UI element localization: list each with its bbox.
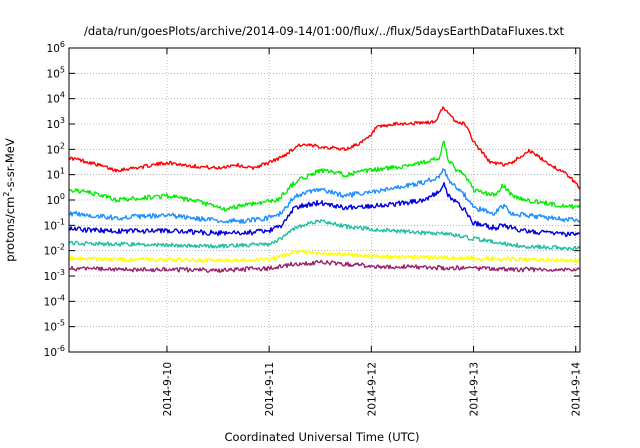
- y-tick-exponent: -1: [57, 217, 65, 226]
- flux-series-line-1: [68, 106, 581, 190]
- y-tick-exponent: -4: [57, 293, 65, 302]
- y-tick-base: 10: [47, 43, 60, 55]
- y-tick-base: 10: [47, 144, 60, 156]
- y-tick-base: 10: [47, 94, 60, 106]
- y-tick-base: 10: [44, 322, 57, 334]
- y-tick-base: 10: [47, 170, 60, 182]
- y-tick-exponent: 5: [60, 65, 65, 74]
- y-tick-base: 10: [47, 68, 60, 80]
- x-tick-label: 2014-9-12: [366, 362, 378, 416]
- y-tick-base: 10: [44, 296, 57, 308]
- y-axis-label: protons/cm2-s-sr-MeV: [2, 138, 17, 262]
- y-tick-exponent: -3: [57, 268, 65, 277]
- y-tick-base: 10: [44, 220, 57, 232]
- y-tick-label: 10-4: [44, 293, 65, 308]
- y-tick-label: 10-1: [44, 217, 65, 232]
- y-tick-exponent: 4: [60, 91, 65, 100]
- y-axis-label-prefix: protons/cm: [3, 197, 17, 262]
- y-tick-exponent: -5: [57, 319, 65, 328]
- y-tick-base: 10: [47, 119, 60, 131]
- x-tick-label: 2014-9-13: [469, 362, 481, 416]
- flux-series-line-3: [68, 168, 581, 224]
- y-tick-label: 103: [47, 116, 65, 131]
- series-group: [68, 106, 581, 273]
- y-tick-label: 10-5: [44, 319, 65, 334]
- x-tick-label: 2014-9-10: [162, 362, 174, 416]
- flux-series-line-6: [68, 249, 581, 264]
- y-tick-base: 10: [44, 347, 57, 359]
- y-tick-base: 10: [44, 246, 57, 258]
- flux-series-line-4: [68, 181, 581, 238]
- flux-series-line-7: [68, 259, 581, 273]
- y-tick-exponent: 3: [60, 116, 65, 125]
- y-tick-base: 10: [44, 271, 57, 283]
- y-tick-label: 10-2: [44, 243, 65, 258]
- y-tick-exponent: -6: [57, 344, 65, 353]
- y-axis-ticks: 10-610-510-410-310-210-11001011021031041…: [44, 40, 580, 359]
- y-tick-exponent: 6: [60, 40, 65, 49]
- grid: [69, 48, 580, 352]
- y-tick-exponent: 0: [60, 192, 65, 201]
- y-tick-base: 10: [47, 195, 60, 207]
- y-tick-exponent: 1: [60, 167, 65, 176]
- chart-title: /data/run/goesPlots/archive/2014-09-14/0…: [84, 24, 565, 38]
- y-tick-label: 102: [47, 141, 65, 156]
- y-tick-label: 101: [47, 167, 65, 182]
- x-axis-label: Coordinated Universal Time (UTC): [225, 430, 420, 444]
- y-tick-label: 104: [47, 91, 65, 106]
- y-axis-label-suffix: -s-sr-MeV: [3, 138, 17, 191]
- y-tick-label: 100: [47, 192, 65, 207]
- x-tick-label: 2014-9-11: [264, 362, 276, 416]
- y-tick-label: 10-3: [44, 268, 65, 283]
- flux-series-line-2: [68, 140, 581, 213]
- flux-series-line-5: [68, 219, 581, 251]
- y-axis-label-sup: 2: [2, 192, 11, 197]
- x-axis-ticks: 2014-9-10 2014-9-11 2014-9-12 2014-9-13 2014…: [162, 48, 583, 416]
- y-tick-exponent: -2: [57, 243, 65, 252]
- y-tick-exponent: 2: [60, 141, 65, 150]
- y-tick-label: 106: [47, 40, 65, 55]
- y-tick-label: 10-6: [44, 344, 65, 359]
- y-tick-label: 105: [47, 65, 65, 80]
- x-tick-label: 2014-9-14: [571, 362, 583, 417]
